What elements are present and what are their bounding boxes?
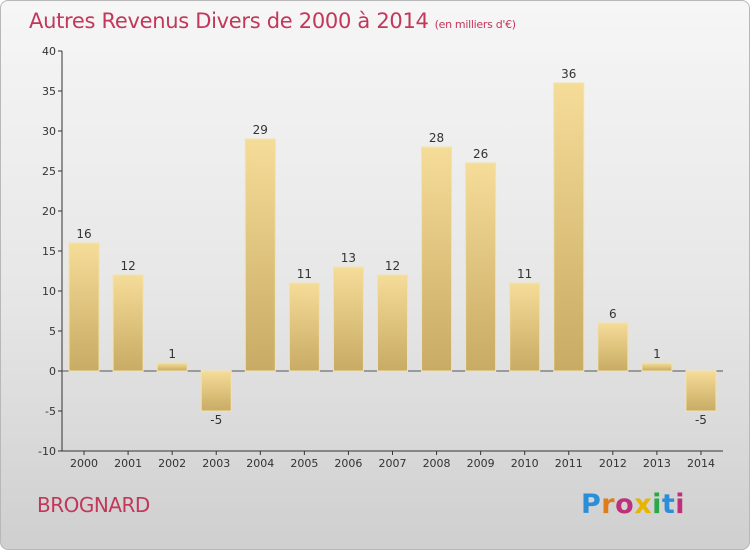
data-label-2003: -5: [210, 413, 222, 427]
data-label-2000: 16: [76, 227, 91, 241]
x-tick-label: 2008: [423, 457, 451, 470]
data-label-2011: 36: [561, 67, 576, 81]
x-tick-label: 2005: [290, 457, 318, 470]
data-label-2007: 12: [385, 259, 400, 273]
data-label-2004: 29: [253, 123, 268, 137]
y-tick-label: -10: [38, 445, 56, 458]
logo-letter: r: [601, 489, 616, 520]
bar-2013: [641, 362, 673, 372]
y-tick-label: 10: [42, 285, 56, 298]
bar-2008: [421, 146, 453, 372]
y-tick-label: -5: [45, 405, 56, 418]
x-tick-label: 2009: [467, 457, 495, 470]
data-label-2013: 1: [653, 347, 661, 361]
data-label-2014: -5: [695, 413, 707, 427]
bar-2006: [332, 266, 364, 372]
axes: -10 -5 0 5 10 15 20 25 30 35 40 2000 2001 2002 2003 200…: [38, 45, 723, 470]
place-name: BROGNARD: [37, 493, 150, 517]
bar-2004: [244, 138, 276, 372]
bar-2011: [553, 82, 585, 372]
title-unit: (en milliers d'€): [434, 18, 516, 31]
y-tick-label: 40: [42, 45, 56, 58]
y-tick-label: 20: [42, 205, 56, 218]
logo-letter: i: [675, 489, 686, 520]
bar-2001: [112, 274, 144, 372]
y-tick-label: 30: [42, 125, 56, 138]
y-tick-label: 25: [42, 165, 56, 178]
logo-letter: o: [615, 489, 635, 520]
bar-2003: [200, 370, 232, 412]
x-tick-label: 2012: [599, 457, 627, 470]
x-tick-label: 2007: [379, 457, 407, 470]
x-tick-label: 2004: [246, 457, 274, 470]
data-label-2006: 13: [341, 251, 356, 265]
x-tick-label: 2000: [70, 457, 98, 470]
x-tick-label: 2002: [158, 457, 186, 470]
x-tick-label: 2010: [511, 457, 539, 470]
logo-letter: P: [581, 489, 602, 520]
logo-letter: i: [652, 489, 662, 520]
x-tick-label: 2011: [555, 457, 583, 470]
x-tick-label: 2014: [687, 457, 715, 470]
x-tick-label: 2006: [334, 457, 362, 470]
y-tick-label: 35: [42, 85, 56, 98]
data-label-2001: 12: [120, 259, 135, 273]
x-tick-label: 2003: [202, 457, 230, 470]
y-tick-label: 15: [42, 245, 56, 258]
data-label-2010: 11: [517, 267, 532, 281]
title-text: Autres Revenus Divers de 2000 à 2014: [29, 9, 429, 33]
bar-2012: [597, 322, 629, 372]
bar-2009: [465, 162, 497, 372]
y-tick-label: 0: [49, 365, 56, 378]
y-tick-label: 5: [49, 325, 56, 338]
x-tick-label: 2001: [114, 457, 142, 470]
bar-2000: [68, 242, 100, 372]
data-label-2009: 26: [473, 147, 488, 161]
bar-2007: [377, 274, 408, 372]
bar-2002: [156, 362, 188, 372]
data-label-2005: 11: [297, 267, 312, 281]
logo-letter: t: [661, 489, 676, 520]
bars: [68, 82, 717, 412]
proxiti-logo: Proxiti: [581, 489, 685, 520]
bar-2010: [509, 282, 541, 372]
logo-letter: x: [634, 489, 653, 520]
data-label-2002: 1: [168, 347, 176, 361]
data-label-2008: 28: [429, 131, 444, 145]
bar-2014: [685, 370, 717, 412]
x-tick-label: 2013: [643, 457, 671, 470]
data-label-2012: 6: [609, 307, 617, 321]
chart-title: Autres Revenus Divers de 2000 à 2014 (en …: [29, 9, 516, 33]
bar-2005: [288, 282, 320, 372]
